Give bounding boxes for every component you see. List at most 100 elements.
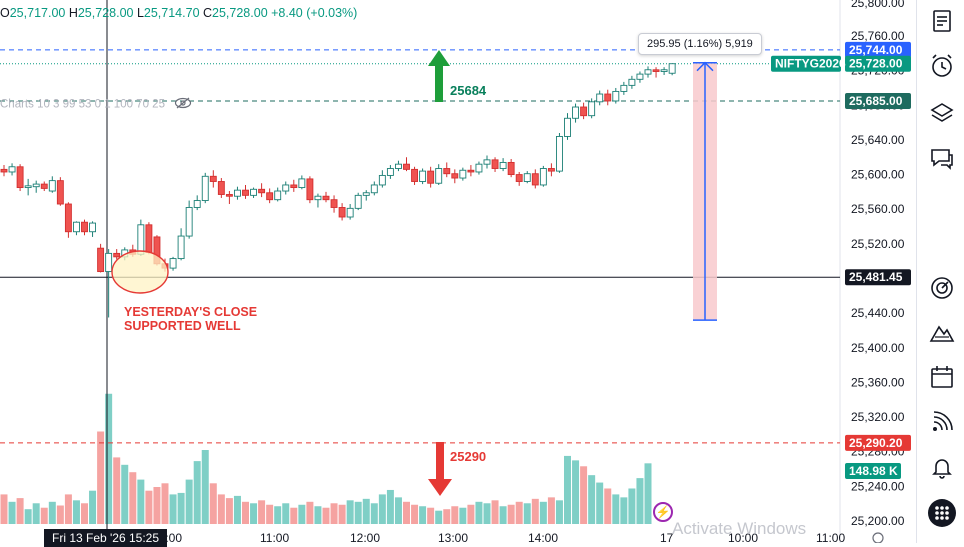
time-tick: 12:00	[350, 531, 380, 543]
volume-bar	[539, 501, 547, 524]
gauge-icon[interactable]	[927, 273, 957, 303]
volume-bar	[612, 494, 620, 524]
up-arrow-marker[interactable]	[428, 50, 450, 102]
time-tick: 10:00	[728, 531, 758, 543]
candle-body	[564, 117, 571, 137]
price-tick: 25,240.00	[851, 479, 905, 493]
candle-body	[628, 78, 636, 86]
candle-body	[209, 175, 217, 182]
candle-body	[419, 170, 427, 182]
candle-body	[427, 170, 435, 184]
candle-body	[217, 181, 225, 195]
volume-bar	[185, 479, 193, 524]
candle-body	[225, 194, 233, 197]
highlight-ellipse[interactable]	[111, 250, 169, 294]
candle-body	[467, 169, 475, 173]
price-label-25685-box	[845, 92, 911, 109]
price-label-crosshair: 25,481.45	[849, 270, 903, 284]
chat-icon[interactable]	[927, 143, 957, 173]
layers-icon[interactable]	[927, 98, 957, 128]
eye-off-icon[interactable]	[174, 97, 192, 112]
volume-bar	[330, 503, 338, 524]
volume-bar	[40, 507, 48, 524]
price-label-25290: 25,290.20	[849, 436, 903, 450]
candle-body	[193, 200, 201, 208]
candle-body	[56, 180, 64, 205]
notes-icon[interactable]	[927, 6, 957, 36]
volume-bar	[258, 500, 266, 524]
price-label-last-box	[845, 55, 911, 72]
candle-body	[556, 136, 563, 172]
volume-bar	[338, 504, 346, 524]
candle-body	[32, 183, 40, 188]
volume-label: 148.98 K	[849, 464, 898, 478]
price-tick: 25,640.00	[851, 133, 905, 147]
open-label: O	[0, 6, 10, 20]
candle-body	[443, 168, 451, 175]
candle-body	[97, 247, 105, 273]
windows-watermark: Activate Windows	[672, 519, 807, 538]
price-label-crosshair-box	[845, 269, 911, 286]
lightning-icon[interactable]: ⚡	[653, 502, 673, 522]
candle-body	[322, 195, 330, 201]
price-tick: 25,360.00	[851, 375, 905, 389]
candle-body	[378, 174, 386, 186]
volume-bar	[233, 495, 241, 524]
volume-bar	[32, 503, 40, 524]
volume-bar	[354, 501, 362, 524]
volume-bar	[483, 503, 491, 524]
candle-body	[572, 106, 579, 119]
time-tick: 14:00	[528, 531, 558, 543]
volume-bar	[121, 464, 129, 524]
volume-bar	[48, 501, 56, 524]
mountain-icon[interactable]	[927, 317, 957, 347]
calendar-icon[interactable]	[927, 362, 957, 392]
candle-body	[620, 84, 628, 92]
volume-bar	[250, 503, 258, 524]
volume-bar	[644, 463, 652, 524]
symbol-tag: NIFTYG2026	[775, 57, 846, 71]
candle-body	[435, 168, 443, 184]
candle-body	[644, 69, 652, 75]
volume-bar	[193, 461, 201, 524]
volume-bar	[507, 504, 515, 524]
volume-bar	[56, 505, 64, 524]
volume-bar	[378, 494, 386, 524]
candle-body	[8, 166, 16, 173]
volume-bar	[515, 501, 523, 524]
volume-bar	[435, 510, 443, 524]
volume-bar	[394, 497, 402, 524]
candle-body	[81, 221, 88, 233]
price-tick: 25,520.00	[851, 237, 905, 251]
candle-body	[370, 184, 378, 194]
candle-body	[105, 252, 113, 273]
candle-body	[660, 69, 668, 72]
volume-bar	[475, 501, 483, 524]
volume-bar	[161, 483, 169, 524]
candle-body	[177, 235, 185, 260]
volume-bar	[145, 490, 153, 524]
volume-bar	[105, 393, 113, 524]
price-label-last: 25,728.00	[849, 57, 903, 71]
down-arrow-marker[interactable]	[428, 442, 452, 496]
close-label: C	[203, 6, 213, 20]
candle-body	[580, 106, 588, 117]
settings-icon[interactable]	[872, 532, 884, 543]
measure-arrowhead	[696, 61, 714, 72]
bell-icon[interactable]	[927, 452, 957, 482]
candle-body	[491, 159, 499, 169]
volume-bar	[217, 494, 225, 524]
volume-bar	[467, 504, 475, 524]
candle-body	[636, 73, 644, 80]
apps-grid-icon[interactable]	[927, 498, 957, 528]
broadcast-icon[interactable]	[927, 407, 957, 437]
volume-bar	[370, 503, 378, 524]
high-label: H	[68, 6, 78, 20]
candle-body	[604, 93, 612, 102]
indicator-legend[interactable]: Charts 10 3 99 53 0 1 100 70 25	[0, 97, 192, 112]
ohlc-legend: O25,717.00 H25,728.00 L25,714.70 C25,728…	[0, 6, 357, 20]
alarm-icon[interactable]	[927, 51, 957, 81]
candle-body	[314, 195, 322, 201]
